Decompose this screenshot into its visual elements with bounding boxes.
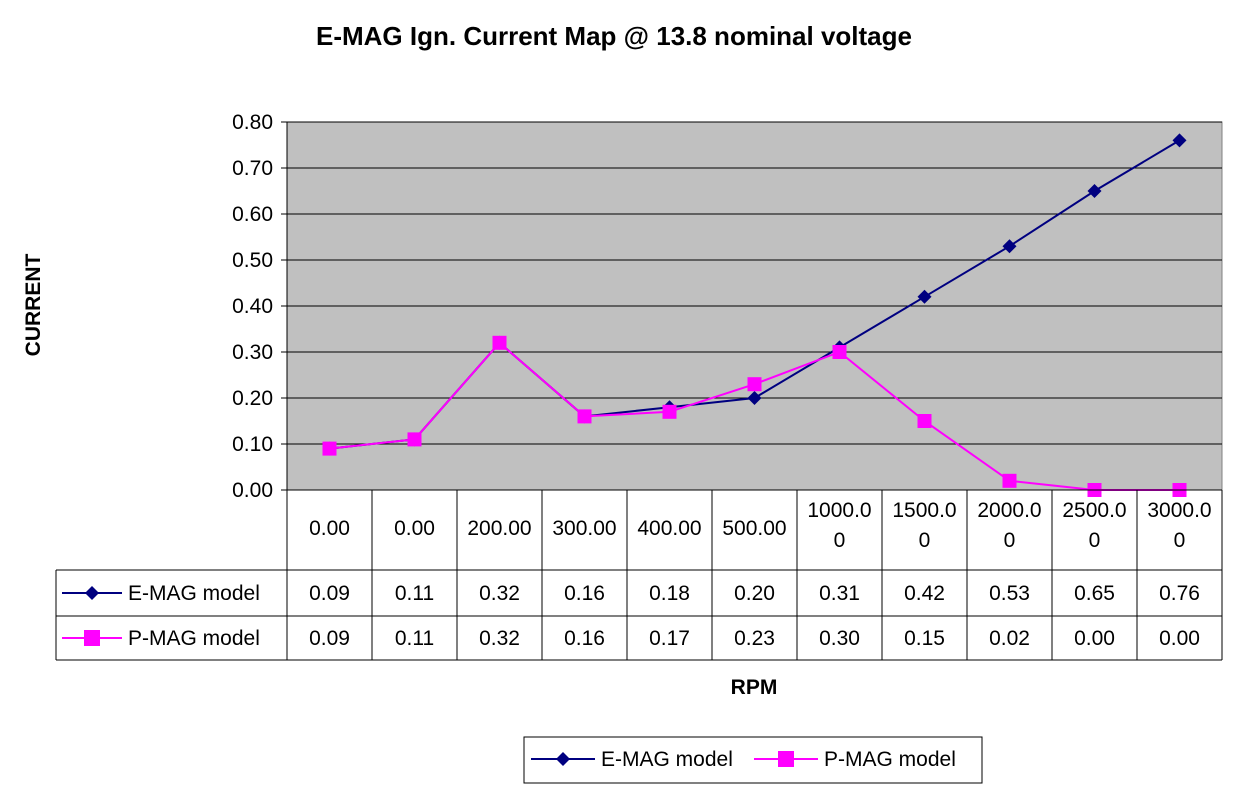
data-point-e-mag [1172,133,1187,148]
data-label-p-mag: 0.00 [1074,627,1115,650]
x-tick-label: 1000.0 [807,499,871,522]
y-tick-label: 0.30 [232,341,273,364]
y-tick-label: 0.20 [232,387,273,410]
x-tick-label: 0.00 [394,517,435,540]
data-point-e-mag [747,391,762,405]
x-tick-label: 500.00 [722,517,786,540]
data-point-p-mag [1002,473,1017,488]
data-point-p-mag [917,414,932,428]
data-point-p-mag [492,335,507,350]
table-row-label-p-mag: P-MAG model [128,627,260,650]
data-label-p-mag: 0.17 [649,627,690,650]
data-label-p-mag: 0.23 [734,627,775,650]
legend-marker-p-mag [778,751,794,767]
data-label-e-mag: 0.42 [904,582,945,605]
data-label-p-mag: 0.30 [819,627,860,650]
x-tick-label: 0 [834,529,846,552]
data-point-e-mag [1087,184,1102,198]
x-tick-label: 0 [1174,529,1186,552]
data-point-p-mag [407,432,422,447]
y-tick-label: 0.10 [232,433,273,456]
x-tick-label: 300.00 [552,517,616,540]
table-row-label-e-mag: E-MAG model [128,582,260,605]
table-key-marker-e-mag [85,586,99,600]
data-label-e-mag: 0.18 [649,582,690,605]
data-label-e-mag: 0.65 [1074,582,1115,605]
data-label-p-mag: 0.09 [309,627,350,650]
x-tick-label: 2000.0 [977,499,1041,522]
data-point-p-mag [747,377,762,392]
legend-marker-e-mag [556,752,570,766]
x-tick-label: 400.00 [637,517,701,540]
x-tick-label: 0 [1089,529,1101,552]
data-point-p-mag [322,441,337,456]
data-label-p-mag: 0.00 [1159,627,1200,650]
y-tick-label: 0.40 [232,295,273,318]
x-axis-title: RPM [731,676,778,699]
x-tick-label: 0 [919,529,931,552]
data-point-p-mag [662,404,677,419]
data-label-e-mag: 0.32 [479,582,520,605]
data-label-e-mag: 0.11 [395,582,434,605]
x-tick-label: 0 [1004,529,1016,552]
x-tick-label: 0.00 [309,517,350,540]
legend-label-p-mag: P-MAG model [824,748,956,771]
data-label-e-mag: 0.16 [564,582,605,605]
data-label-p-mag: 0.15 [904,627,945,650]
x-tick-label: 3000.0 [1147,499,1211,522]
y-tick-label: 0.50 [232,249,273,272]
data-point-e-mag [917,289,932,304]
data-label-p-mag: 0.32 [479,627,520,650]
data-label-e-mag: 0.20 [734,582,775,605]
data-label-p-mag: 0.11 [395,627,434,650]
y-axis-title: CURRENT [22,254,45,357]
table-key-marker-p-mag [84,630,100,646]
data-label-e-mag: 0.53 [989,582,1030,605]
data-label-e-mag: 0.76 [1159,582,1200,605]
data-point-e-mag [1002,239,1017,254]
data-label-p-mag: 0.16 [564,627,605,650]
y-tick-label: 0.60 [232,203,273,226]
y-tick-label: 0.80 [232,111,273,134]
chart-title: E-MAG Ign. Current Map @ 13.8 nominal vo… [316,21,912,51]
x-tick-label: 1500.0 [892,499,956,522]
x-tick-label: 200.00 [467,517,531,540]
data-label-e-mag: 0.09 [309,582,350,605]
data-label-p-mag: 0.02 [989,627,1030,650]
legend-label-e-mag: E-MAG model [601,748,733,771]
data-label-e-mag: 0.31 [819,582,860,605]
data-point-p-mag [577,409,592,424]
y-tick-label: 0.00 [232,479,273,502]
x-tick-label: 2500.0 [1062,499,1126,522]
legend [523,736,983,784]
data-point-p-mag [832,345,847,359]
y-tick-label: 0.70 [232,157,273,180]
